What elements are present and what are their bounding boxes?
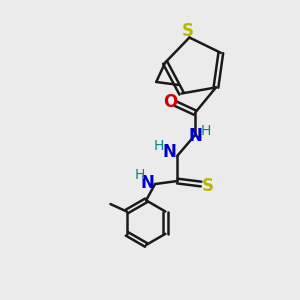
Text: O: O [163, 93, 177, 111]
Text: H: H [135, 168, 146, 182]
Text: N: N [162, 143, 176, 161]
Text: N: N [188, 128, 202, 146]
Text: S: S [202, 176, 214, 194]
Text: N: N [141, 173, 154, 191]
Text: H: H [154, 139, 164, 153]
Text: H: H [200, 124, 211, 138]
Text: S: S [182, 22, 194, 40]
